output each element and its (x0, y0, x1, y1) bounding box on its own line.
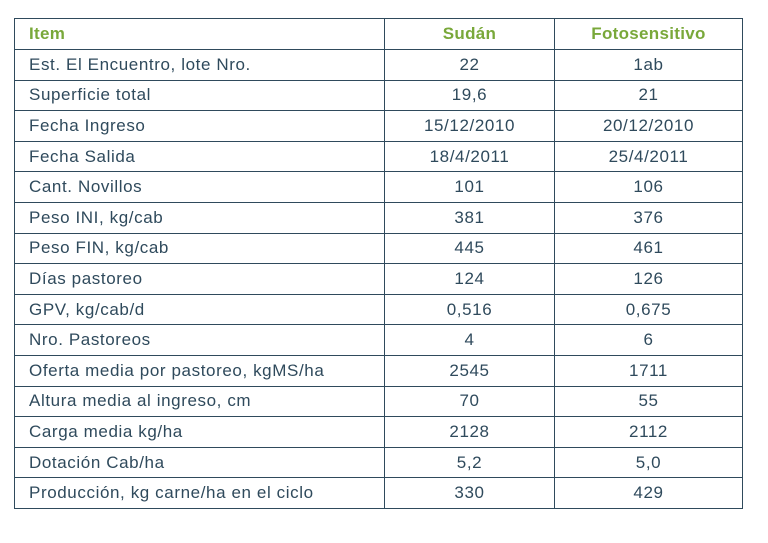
fotosensitivo-value: 461 (554, 232, 743, 265)
row-label: GPV, kg/cab/d (14, 293, 385, 326)
table-row: Peso FIN, kg/cab 445 461 (14, 232, 743, 265)
row-label: Días pastoreo (14, 263, 385, 295)
fotosensitivo-value: 1711 (554, 354, 743, 387)
sudan-value: 445 (384, 232, 555, 265)
table-row: Dotación Cab/ha 5,2 5,0 (14, 446, 743, 479)
sudan-value: 2128 (384, 416, 555, 448)
table-row: Superficie total 19,6 21 (14, 79, 743, 112)
sudan-value: 19,6 (384, 79, 555, 112)
row-label: Peso INI, kg/cab (14, 201, 385, 234)
row-label: Superficie total (14, 79, 385, 112)
row-label: Est. El Encuentro, lote Nro. (14, 49, 385, 81)
table-row: Peso INI, kg/cab 381 376 (14, 201, 743, 234)
table-row: Cant. Novillos 101 106 (14, 171, 743, 203)
fotosensitivo-value: 25/4/2011 (554, 140, 743, 173)
fotosensitivo-value: 6 (554, 324, 743, 356)
header-sudan: Sudán (384, 18, 555, 50)
table-row: Producción, kg carne/ha en el ciclo 330 42… (14, 477, 743, 509)
fotosensitivo-value: 21 (554, 79, 743, 112)
row-label: Producción, kg carne/ha en el ciclo (14, 477, 385, 509)
fotosensitivo-value: 55 (554, 385, 743, 418)
sudan-value: 4 (384, 324, 555, 356)
fotosensitivo-value: 126 (554, 263, 743, 295)
sudan-value: 22 (384, 49, 555, 81)
table-row: Fecha Salida 18/4/2011 25/4/2011 (14, 140, 743, 173)
sudan-value: 124 (384, 263, 555, 295)
row-label: Altura media al ingreso, cm (14, 385, 385, 418)
table-row: GPV, kg/cab/d 0,516 0,675 (14, 293, 743, 326)
fotosensitivo-value: 376 (554, 201, 743, 234)
comparison-table: Item Sudán Fotosensitivo Est. El Encuent… (14, 18, 743, 509)
row-label: Dotación Cab/ha (14, 446, 385, 479)
fotosensitivo-value: 1ab (554, 49, 743, 81)
sudan-value: 2545 (384, 354, 555, 387)
row-label: Nro. Pastoreos (14, 324, 385, 356)
fotosensitivo-value: 2112 (554, 416, 743, 448)
sudan-value: 101 (384, 171, 555, 203)
table-row: Nro. Pastoreos 4 6 (14, 324, 743, 356)
sudan-value: 381 (384, 201, 555, 234)
header-fotosensitivo: Fotosensitivo (554, 18, 743, 50)
sudan-value: 70 (384, 385, 555, 418)
table-row: Oferta media por pastoreo, kgMS/ha 2545 17… (14, 354, 743, 387)
row-label: Carga media kg/ha (14, 416, 385, 448)
fotosensitivo-value: 429 (554, 477, 743, 509)
row-label: Cant. Novillos (14, 171, 385, 203)
row-label: Oferta media por pastoreo, kgMS/ha (14, 354, 385, 387)
row-label: Peso FIN, kg/cab (14, 232, 385, 265)
fotosensitivo-value: 5,0 (554, 446, 743, 479)
table-row: Fecha Ingreso 15/12/2010 20/12/2010 (14, 110, 743, 142)
table-row: Días pastoreo 124 126 (14, 263, 743, 295)
sudan-value: 0,516 (384, 293, 555, 326)
table-header-row: Item Sudán Fotosensitivo (14, 18, 743, 50)
sudan-value: 330 (384, 477, 555, 509)
row-label: Fecha Ingreso (14, 110, 385, 142)
fotosensitivo-value: 20/12/2010 (554, 110, 743, 142)
table-row: Altura media al ingreso, cm 70 55 (14, 385, 743, 418)
header-item: Item (14, 18, 385, 50)
sudan-value: 5,2 (384, 446, 555, 479)
row-label: Fecha Salida (14, 140, 385, 173)
sudan-value: 18/4/2011 (384, 140, 555, 173)
fotosensitivo-value: 0,675 (554, 293, 743, 326)
sudan-value: 15/12/2010 (384, 110, 555, 142)
table-row: Est. El Encuentro, lote Nro. 22 1ab (14, 49, 743, 81)
table-row: Carga media kg/ha 2128 2112 (14, 416, 743, 448)
fotosensitivo-value: 106 (554, 171, 743, 203)
